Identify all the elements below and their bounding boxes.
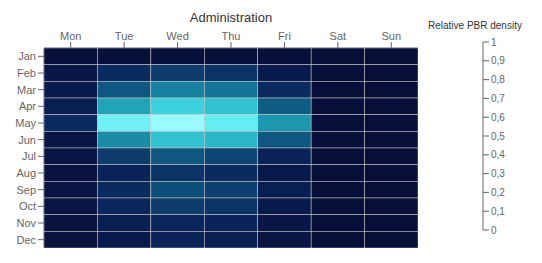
- svg-text:0: 0: [491, 225, 497, 236]
- svg-text:Oct: Oct: [19, 200, 36, 212]
- svg-text:Apr: Apr: [19, 100, 36, 112]
- svg-text:May: May: [15, 117, 36, 129]
- svg-text:0,2: 0,2: [491, 187, 505, 198]
- svg-text:Jul: Jul: [22, 150, 36, 162]
- svg-text:0,6: 0,6: [491, 112, 505, 123]
- svg-text:0,9: 0,9: [491, 55, 505, 66]
- svg-text:Mon: Mon: [60, 30, 81, 42]
- html-text:Relative PBR density: Relative PBR density: [428, 20, 522, 31]
- svg-text:Thu: Thu: [222, 30, 241, 42]
- svg-text:Dec: Dec: [16, 234, 36, 246]
- svg-text:0,3: 0,3: [491, 168, 505, 179]
- svg-text:Aug: Aug: [16, 167, 36, 179]
- svg-text:1: 1: [491, 37, 497, 48]
- svg-text:Jun: Jun: [18, 134, 36, 146]
- svg-text:Feb: Feb: [17, 67, 36, 79]
- svg-text:Sat: Sat: [330, 30, 347, 42]
- svg-text:Mar: Mar: [17, 84, 36, 96]
- svg-text:0,1: 0,1: [491, 206, 505, 217]
- svg-text:0,4: 0,4: [491, 149, 505, 160]
- svg-text:Wed: Wed: [166, 30, 188, 42]
- svg-text:Sep: Sep: [16, 184, 36, 196]
- svg-text:0,5: 0,5: [491, 131, 505, 142]
- svg-text:0,8: 0,8: [491, 74, 505, 85]
- svg-text:0,7: 0,7: [491, 93, 505, 104]
- svg-text:Nov: Nov: [16, 217, 36, 229]
- svg-text:Fri: Fri: [278, 30, 291, 42]
- svg-text:Tue: Tue: [115, 30, 134, 42]
- html-text:Administration: Administration: [189, 10, 273, 25]
- svg-text:Jan: Jan: [18, 50, 36, 62]
- svg-text:Sun: Sun: [381, 30, 401, 42]
